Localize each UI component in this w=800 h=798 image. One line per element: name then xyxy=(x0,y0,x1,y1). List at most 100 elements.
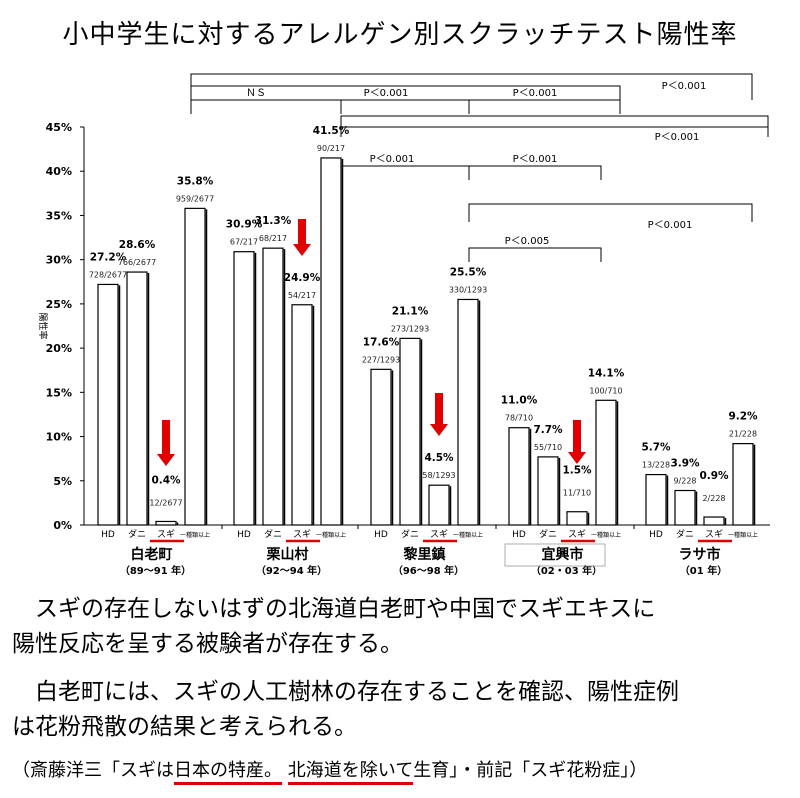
paragraph-1: スギの存在しないはずの北海道白老町や中国でスギエキスに 陽性反応を呈する被験者が… xyxy=(12,592,655,662)
count-label: 227/1293 xyxy=(362,355,400,364)
bracket-ns xyxy=(190,99,342,114)
count-label: 68/217 xyxy=(259,234,287,243)
y-tick-label: 35% xyxy=(46,209,72,222)
bar xyxy=(399,337,421,526)
bracket-kuriyama-mid xyxy=(340,126,769,137)
significance-label: P＜0.001 xyxy=(513,88,558,99)
bar xyxy=(457,298,479,526)
bracket-shirao-mid xyxy=(190,85,621,100)
category-label: HD xyxy=(237,530,251,540)
bracket-p1 xyxy=(340,99,470,114)
count-label: 100/710 xyxy=(589,386,622,395)
chart-title: 小中学生に対するアレルゲン別スクラッチテスト陽性率 xyxy=(62,20,738,50)
percent-label: 7.7% xyxy=(533,424,563,436)
percent-label: 3.9% xyxy=(670,458,700,470)
category-label: HD xyxy=(101,530,115,540)
group-name: 黎里鎮 xyxy=(404,546,446,563)
bar xyxy=(645,473,667,526)
percent-label: 14.1% xyxy=(588,367,625,379)
bar xyxy=(233,251,255,526)
bracket-p4 xyxy=(468,165,602,180)
count-label: 78/710 xyxy=(505,414,533,423)
category-label: 一種類以上 xyxy=(180,531,210,539)
count-label: 766/2677 xyxy=(118,258,156,267)
significance-label: P＜0.001 xyxy=(655,132,700,143)
percent-label: 9.2% xyxy=(728,411,758,423)
count-label: 90/217 xyxy=(317,144,345,153)
group-period: （96〜98 年） xyxy=(393,564,464,577)
bar-chart: 0% 5% 10% 15% 20% 25% 30% 35% 40% 45% 陽性率 27.2% 728… xyxy=(37,73,770,577)
bar xyxy=(428,484,450,526)
y-tick-label: 0% xyxy=(53,519,72,532)
bars xyxy=(97,157,756,526)
bracket-p2 xyxy=(468,99,621,114)
bracket-li-outer xyxy=(468,203,753,222)
y-tick-label: 25% xyxy=(46,298,72,311)
bracket-p3 xyxy=(340,165,470,180)
y-tick-label: 5% xyxy=(53,475,72,488)
category-label: 一種類以上 xyxy=(591,531,621,539)
category-label: HD xyxy=(512,530,526,540)
percent-label: 1.5% xyxy=(562,465,592,477)
y-tick-label: 45% xyxy=(46,121,72,134)
category-label: 一種類以上 xyxy=(316,531,346,539)
bar xyxy=(320,157,342,526)
citation-underlined-2: 北海道を除いて xyxy=(287,760,414,785)
category-label: スギ xyxy=(705,529,723,540)
percent-label: 24.9% xyxy=(284,272,321,284)
paragraph-2: 白老町には、スギの人工樹林の存在することを確認、陽性症例 は花粉飛散の結果と考え… xyxy=(12,675,679,745)
y-tick-label: 10% xyxy=(46,431,72,444)
bar xyxy=(566,511,588,526)
bracket-kuriyama-outer xyxy=(340,115,769,134)
category-label: スギ xyxy=(430,529,448,540)
group-highlight-box xyxy=(504,543,606,567)
bar xyxy=(126,271,148,526)
category-label: ダニ xyxy=(128,528,146,540)
group-name: 栗山村 xyxy=(267,546,309,563)
category-label: 一種類以上 xyxy=(728,531,758,539)
bar xyxy=(674,489,696,526)
count-label: 21/228 xyxy=(729,430,757,439)
count-label: 54/217 xyxy=(288,291,316,300)
count-label: 67/217 xyxy=(230,238,258,247)
significance-label: P＜0.005 xyxy=(505,236,550,247)
group-period: （02・03 年） xyxy=(531,564,602,577)
percent-label: 4.5% xyxy=(424,452,454,464)
y-tick-label: 15% xyxy=(46,386,72,399)
bar xyxy=(732,443,754,526)
y-tick-label: 30% xyxy=(46,254,72,267)
percent-label: 11.0% xyxy=(501,395,538,407)
count-label: 58/1293 xyxy=(422,471,455,480)
significance-label: P＜0.001 xyxy=(364,88,409,99)
category-label: ダニ xyxy=(401,528,419,540)
paragraph-2-line-1: 白老町には、スギの人工樹林の存在することを確認、陽性症例 xyxy=(12,679,679,705)
group-name: 白老町 xyxy=(131,546,173,563)
bar xyxy=(97,283,119,526)
count-label: 13/228 xyxy=(642,461,670,470)
down-arrow-icon xyxy=(430,393,448,436)
significance-label: P＜0.001 xyxy=(648,220,693,231)
group-name: 宜興市 xyxy=(542,546,584,563)
bar xyxy=(291,304,313,526)
bar xyxy=(155,520,177,526)
count-label: 9/228 xyxy=(673,477,696,486)
y-tick-label: 20% xyxy=(46,342,72,355)
category-label: スギ xyxy=(157,529,175,540)
bar xyxy=(537,456,559,526)
category-label: HD xyxy=(374,530,388,540)
group-period: （01 年） xyxy=(680,564,727,577)
bar xyxy=(595,399,617,526)
count-label: 273/1293 xyxy=(391,324,429,333)
citation-gap xyxy=(282,760,288,781)
citation-underlined-1: 日本の特産。 xyxy=(174,760,282,785)
count-label: 11/710 xyxy=(563,489,591,498)
category-label: HD xyxy=(649,530,663,540)
bar xyxy=(703,516,725,526)
citation-part-2: 生育」・前記「スギ花粉症」） xyxy=(413,760,648,781)
bracket-p5 xyxy=(468,247,602,262)
group-name: ラサ市 xyxy=(679,546,721,563)
significance-label: P＜0.001 xyxy=(370,154,415,165)
significance-label: ＮＳ xyxy=(246,88,266,99)
count-label: 728/2677 xyxy=(89,270,127,279)
citation-part-1: （斎藤洋三「スギは xyxy=(12,760,174,781)
